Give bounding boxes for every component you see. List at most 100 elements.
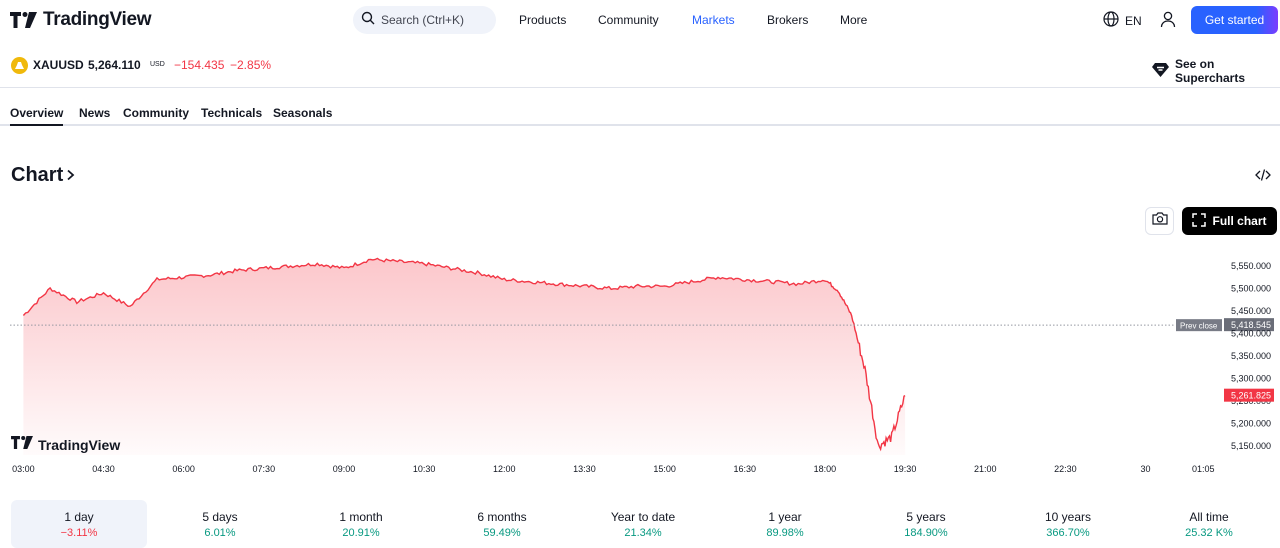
get-started-button[interactable]: Get started	[1191, 6, 1278, 34]
full-chart-button[interactable]: Full chart	[1182, 207, 1277, 235]
supercharts-icon	[1152, 62, 1169, 81]
tradingview-logo-icon	[10, 12, 37, 28]
chevron-right-icon	[66, 164, 75, 187]
tab-news[interactable]: News	[79, 106, 111, 120]
period-change: 21.34%	[624, 526, 662, 539]
x-tick-label: 13:30	[573, 464, 596, 474]
prev-close-value: 5,418.545	[1231, 320, 1271, 330]
brand-name: TradingView	[43, 9, 152, 30]
x-tick-label: 22:30	[1054, 464, 1077, 474]
nav-products[interactable]: Products	[519, 13, 567, 27]
y-tick-label: 5,300.000	[1231, 374, 1271, 384]
nav-brokers[interactable]: Brokers	[767, 13, 809, 27]
period-label: 1 month	[339, 509, 383, 524]
period-change: 25.32 K%	[1185, 526, 1233, 539]
period-button[interactable]: 1 year 89.98%	[720, 500, 850, 548]
period-button[interactable]: Year to date 21.34%	[578, 500, 708, 548]
price-chart[interactable]: Prev close 5,418.545 5,550.000 5,500.000 5,…	[0, 240, 1280, 480]
watermark-brand: TradingView	[38, 437, 121, 453]
x-tick-label: 06:00	[172, 464, 195, 474]
period-button[interactable]: 1 day −3.11%	[11, 500, 147, 548]
language-label: EN	[1125, 13, 1142, 28]
period-change: 6.01%	[204, 526, 236, 539]
period-button[interactable]: All time 25.32 K%	[1144, 500, 1274, 548]
period-button[interactable]: 6 months 59.49%	[437, 500, 567, 548]
language-selector[interactable]: EN	[1103, 11, 1142, 30]
prev-close-badge	[1176, 319, 1222, 332]
period-button[interactable]: 5 days 6.01%	[155, 500, 285, 548]
tab-overview[interactable]: Overview	[10, 106, 64, 126]
see-on-supercharts-button[interactable]: See on Supercharts	[1152, 57, 1280, 85]
price-area-fill	[23, 258, 906, 455]
y-tick-label: 5,400.000	[1231, 329, 1271, 339]
y-tick-label: 5,450.000	[1231, 306, 1271, 316]
period-label: All time	[1189, 509, 1229, 524]
supercharts-label: See on Supercharts	[1175, 57, 1246, 85]
x-tick-label: 04:30	[92, 464, 115, 474]
tradingview-logo[interactable]: TradingView	[10, 9, 152, 31]
tab-technicals[interactable]: Technicals	[201, 106, 263, 120]
period-change: 59.49%	[483, 526, 521, 539]
tab-seasonals[interactable]: Seasonals	[273, 106, 333, 120]
search-icon	[361, 11, 375, 30]
symbol-change: −154.435	[174, 58, 225, 72]
y-tick-label: 5,550.000	[1231, 261, 1271, 271]
prev-close-label: Prev close	[1180, 322, 1218, 331]
embed-code-icon[interactable]	[1255, 168, 1271, 187]
snapshot-button[interactable]	[1145, 207, 1174, 235]
symbol-header: XAUUSD 5,264.110 USD −154.435 −2.85% See…	[0, 50, 1280, 88]
search-placeholder: Search (Ctrl+K)	[381, 13, 465, 27]
x-tick-label: 21:00	[974, 464, 997, 474]
period-label: 10 years	[1044, 509, 1092, 524]
x-tick-label: 30	[1141, 464, 1151, 474]
top-nav: TradingView Search (Ctrl+K) Products Com…	[0, 0, 1280, 40]
y-tick-label: 5,500.000	[1231, 284, 1271, 294]
symbol-price: 5,264.110	[88, 58, 141, 72]
x-tick-label: 19:30	[894, 464, 917, 474]
search-input[interactable]: Search (Ctrl+K)	[353, 6, 496, 34]
tradingview-watermark: TradingView	[11, 436, 120, 454]
x-tick-label: 18:00	[814, 464, 837, 474]
period-label: 1 year	[768, 509, 802, 524]
x-tick-label: 01:05	[1192, 464, 1215, 474]
x-tick-label: 09:00	[333, 464, 356, 474]
nav-community[interactable]: Community	[598, 13, 659, 27]
price-series-line	[22, 257, 906, 452]
globe-icon	[1103, 11, 1119, 30]
period-change: 89.98%	[766, 526, 804, 539]
period-change: 20.91%	[342, 526, 380, 539]
full-chart-label: Full chart	[1212, 214, 1267, 228]
x-tick-label: 16:30	[733, 464, 756, 474]
period-button[interactable]: 1 month 20.91%	[296, 500, 426, 548]
overview-tabs: Overview News Community Technicals Seaso…	[0, 100, 1280, 126]
period-performance: 1 day −3.11% 5 days 6.01% 1 month 20.91% 6 mon…	[0, 500, 1280, 548]
x-tick-label: 12:00	[493, 464, 516, 474]
period-button[interactable]: 5 years 184.90%	[861, 500, 991, 548]
y-tick-label: 5,150.000	[1231, 441, 1271, 451]
fullscreen-icon	[1192, 212, 1207, 230]
period-label: Year to date	[610, 509, 676, 524]
nav-markets[interactable]: Markets	[692, 13, 735, 27]
chart-heading-link[interactable]: Chart	[11, 164, 75, 187]
y-tick-label: 5,350.000	[1231, 351, 1271, 361]
period-label: 6 months	[477, 509, 527, 524]
last-price-value: 5,261.825	[1231, 391, 1271, 401]
period-change: 366.70%	[1046, 526, 1090, 539]
tradingview-watermark-icon	[11, 436, 33, 454]
period-button[interactable]: 10 years 366.70%	[1003, 500, 1133, 548]
tab-community[interactable]: Community	[123, 106, 189, 120]
nav-more[interactable]: More	[840, 13, 868, 27]
user-icon[interactable]	[1160, 11, 1176, 33]
period-label: 1 day	[64, 509, 94, 524]
chart-heading: Chart	[11, 164, 64, 186]
camera-icon	[1151, 212, 1168, 230]
prev-close-value-badge	[1224, 318, 1274, 332]
y-tick-label: 5,200.000	[1231, 419, 1271, 429]
symbol-name: XAUUSD	[33, 58, 84, 72]
x-tick-label: 15:00	[653, 464, 676, 474]
period-change: 184.90%	[904, 526, 948, 539]
x-tick-label: 07:30	[253, 464, 276, 474]
symbol-change-percent: −2.85%	[230, 58, 272, 72]
period-label: 5 days	[202, 509, 238, 524]
x-tick-label: 10:30	[413, 464, 436, 474]
